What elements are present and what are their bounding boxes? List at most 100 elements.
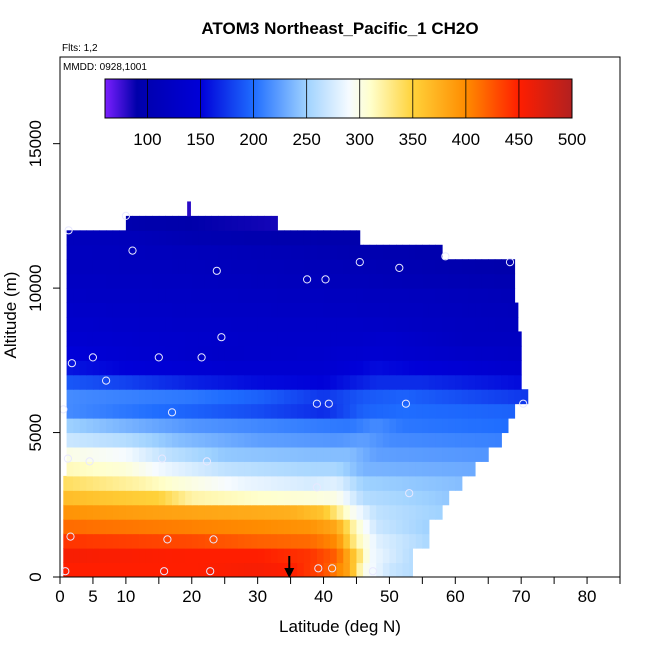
heatmap-cell (191, 331, 199, 347)
heatmap-cell (257, 418, 265, 434)
heatmap-cell (409, 317, 417, 332)
heatmap-cell (521, 389, 529, 405)
heatmap-cell (66, 331, 74, 347)
heatmap-cell (488, 345, 496, 361)
heatmap-cell (99, 345, 107, 361)
heatmap-cell (178, 331, 186, 347)
heatmap-cell (158, 259, 166, 275)
heatmap-cell (251, 230, 259, 246)
heatmap-cell (119, 360, 127, 376)
heatmap-cell (139, 461, 147, 477)
x-tick-label: 10 (116, 587, 135, 606)
heatmap-cell (145, 447, 153, 462)
heatmap-cell (106, 345, 114, 361)
heatmap-cell (303, 345, 311, 361)
heatmap-cell (99, 533, 107, 549)
heatmap-cell (389, 475, 397, 491)
heatmap-cell (132, 403, 140, 419)
heatmap-cell (442, 432, 450, 448)
heatmap-cell (310, 461, 318, 477)
heatmap-cell (475, 288, 483, 304)
heatmap-cell (165, 317, 173, 332)
heatmap-cell (178, 360, 186, 376)
heatmap-cell (106, 519, 114, 535)
heatmap-cell (363, 548, 371, 564)
heatmap-cell (284, 432, 292, 448)
heatmap-cell (402, 374, 410, 390)
heatmap-cell (99, 461, 107, 477)
heatmap-cell (119, 519, 127, 535)
heatmap-cell (191, 533, 199, 549)
heatmap-cell (99, 548, 107, 564)
heatmap-cell (297, 432, 305, 448)
heatmap-cell (356, 461, 364, 477)
curtain-cells (63, 201, 529, 577)
observation-point (64, 226, 73, 235)
heatmap-cell (264, 302, 272, 318)
heatmap-cell (92, 244, 101, 260)
heatmap-cell (284, 447, 292, 462)
heatmap-cell (145, 403, 153, 419)
heatmap-cell (178, 475, 186, 491)
heatmap-cell (198, 562, 206, 577)
heatmap-cell (336, 331, 344, 347)
heatmap-cell (270, 244, 278, 260)
observation-point (61, 567, 70, 576)
heatmap-cell (336, 418, 344, 434)
heatmap-cell (191, 548, 199, 564)
heatmap-cell (369, 447, 377, 462)
heatmap-cell (448, 374, 456, 390)
heatmap-cell (185, 374, 193, 390)
heatmap-cell (396, 403, 404, 419)
heatmap-cell (132, 215, 140, 231)
heatmap-cell (178, 519, 186, 535)
heatmap-cell (139, 447, 147, 462)
heatmap-cell (349, 331, 357, 347)
heatmap-cell (218, 461, 226, 477)
heatmap-cell (303, 504, 311, 520)
heatmap-cell (290, 360, 298, 376)
heatmap-cell (125, 302, 133, 318)
heatmap-cell (165, 548, 173, 564)
heatmap-cell (251, 461, 259, 477)
heatmap-cell (79, 317, 87, 332)
heatmap-cell (343, 259, 351, 275)
heatmap-cell (402, 345, 410, 361)
heatmap-cell (237, 259, 245, 275)
heatmap-cell (198, 374, 206, 390)
heatmap-cell (284, 389, 292, 405)
heatmap-cell (428, 331, 437, 347)
heatmap-cell (86, 519, 94, 535)
heatmap-cell (63, 519, 68, 535)
heatmap-cell (349, 504, 357, 520)
heatmap-cell (152, 548, 160, 564)
heatmap-cell (415, 302, 423, 318)
heatmap-cell (119, 374, 127, 390)
heatmap-cell (158, 360, 166, 376)
colorbar-tick-label: 200 (239, 130, 267, 149)
heatmap-cell (396, 519, 404, 535)
heatmap-cell (79, 389, 87, 405)
heatmap-cell (132, 475, 140, 491)
heatmap-cell (514, 345, 522, 361)
heatmap-cell (336, 244, 344, 260)
heatmap-cell (112, 519, 120, 535)
heatmap-cell (277, 548, 285, 564)
heatmap-cell (336, 360, 344, 376)
heatmap-cell (231, 562, 239, 577)
heatmap-cell (158, 418, 166, 434)
heatmap-cell (481, 403, 489, 419)
heatmap-cell (481, 432, 489, 448)
heatmap-cell (204, 533, 213, 549)
heatmap-cell (211, 504, 219, 520)
heatmap-cell (488, 317, 496, 332)
heatmap-cell (284, 490, 292, 506)
heatmap-cell (310, 447, 318, 462)
heatmap-cell (73, 317, 81, 332)
heatmap-cell (442, 475, 450, 491)
heatmap-cell (152, 519, 160, 535)
heatmap-cell (316, 475, 325, 491)
heatmap-cell (415, 389, 423, 405)
heatmap-cell (349, 461, 357, 477)
heatmap-cell (363, 461, 371, 477)
